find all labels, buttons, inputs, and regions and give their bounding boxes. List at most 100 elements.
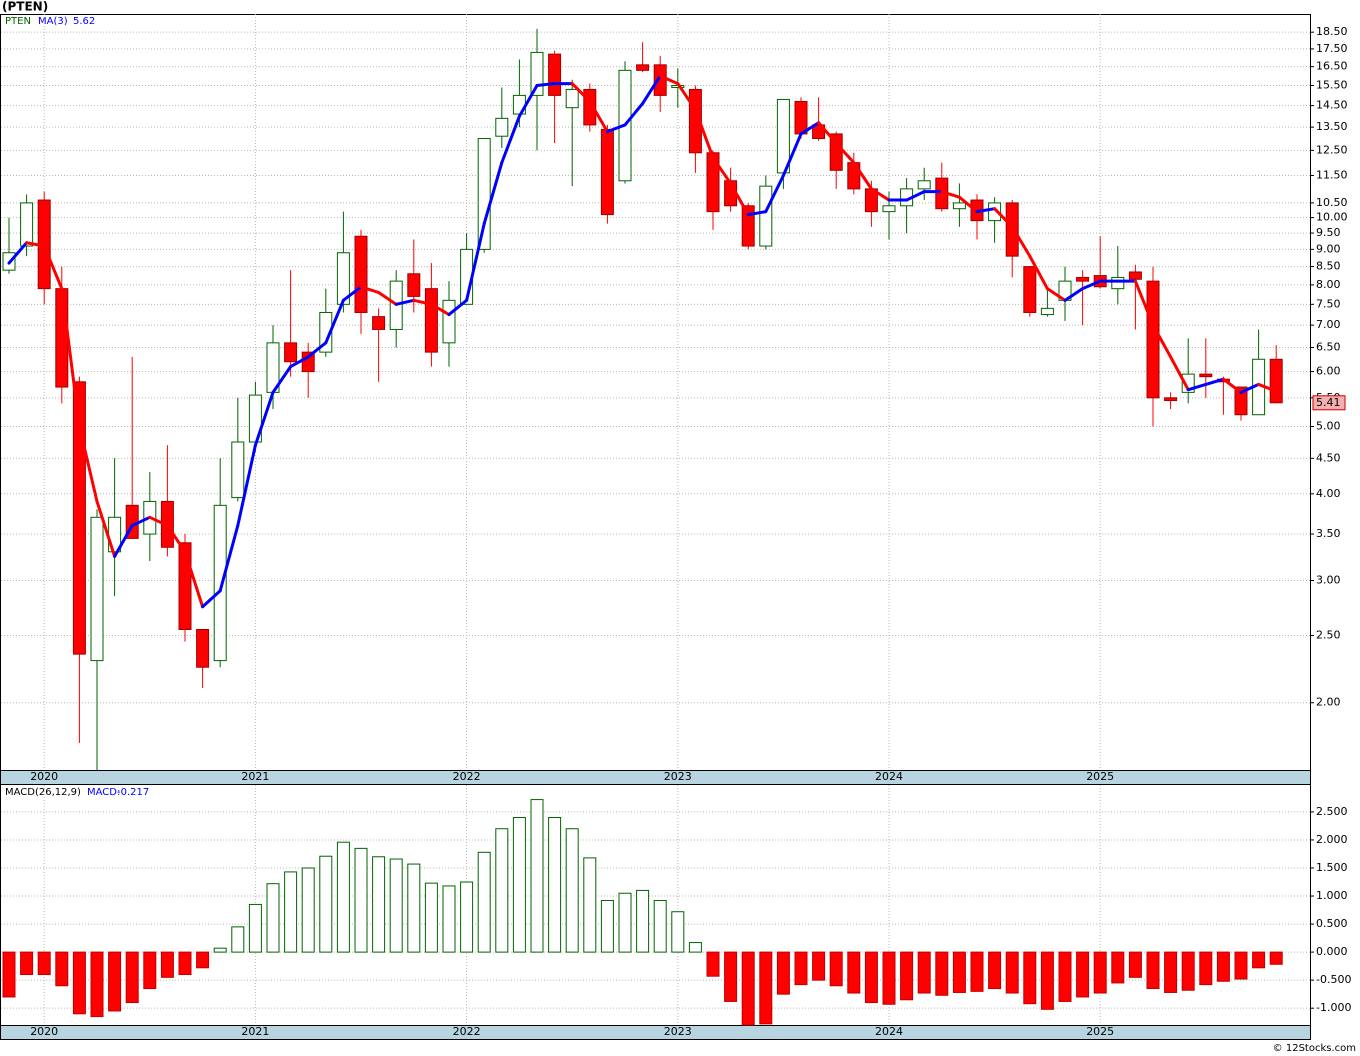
macd-bar <box>671 911 685 953</box>
ma-segment <box>1151 323 1173 359</box>
y-tick-label: 7.50 <box>1316 297 1341 310</box>
macd-bar <box>407 863 421 953</box>
y-tick-label: 9.00 <box>1316 242 1341 255</box>
ma-segment <box>201 589 222 609</box>
ma-segment <box>1257 382 1278 393</box>
macd-bar <box>1023 951 1037 1005</box>
candle-body <box>1128 271 1142 280</box>
macd-bar <box>196 951 210 969</box>
candle-body <box>1199 373 1213 378</box>
macd-bar <box>460 881 474 953</box>
ma-segment <box>799 121 821 136</box>
macd-bar <box>706 951 720 977</box>
ma-segment <box>1204 377 1225 386</box>
y-tick-label: 4.50 <box>1316 451 1341 464</box>
candle-body <box>354 235 368 313</box>
macd-bar <box>284 871 298 953</box>
ma-segment <box>447 298 469 317</box>
macd-bar <box>952 951 966 993</box>
candle-body <box>565 88 579 109</box>
y-tick-label: 6.50 <box>1316 340 1341 353</box>
y-tick-label: 3.50 <box>1316 527 1341 540</box>
ma-segment <box>148 515 169 528</box>
macd-bar <box>354 847 368 953</box>
macd-bar <box>213 947 227 953</box>
macd-bar <box>794 951 808 986</box>
ma-segment <box>482 161 504 226</box>
macd-bar <box>336 841 350 953</box>
x-tick-label: 2020 <box>30 770 58 783</box>
macd-bar <box>1252 951 1266 969</box>
macd-bar <box>1164 951 1178 993</box>
y-tick-label: 2.500 <box>1316 805 1348 818</box>
macd-bar <box>812 951 826 981</box>
candle-body <box>1269 358 1283 404</box>
ma-segment <box>711 156 733 185</box>
macd-bar <box>2 951 16 998</box>
y-tick-label: 0.500 <box>1316 917 1348 930</box>
ma-segment <box>253 390 275 447</box>
macd-bar <box>1216 951 1230 982</box>
ma-segment <box>1081 279 1102 291</box>
ma-segment <box>535 82 557 88</box>
candle-body <box>231 441 245 499</box>
y-tick-label: 16.50 <box>1316 60 1348 73</box>
candle-body <box>1076 276 1090 282</box>
footer: © 12Stocks.com <box>1273 1043 1356 1054</box>
macd-name: MACD: <box>87 787 120 798</box>
ma-segment <box>306 341 328 359</box>
macd-bar <box>301 867 315 953</box>
macd-bar <box>653 900 667 953</box>
macd-bar <box>55 951 69 987</box>
y-tick-label: 11.50 <box>1316 168 1348 181</box>
ma-segment <box>852 161 873 191</box>
ma-segment <box>289 355 310 369</box>
candle-body <box>829 133 843 171</box>
candle-body <box>284 342 298 363</box>
y-tick-label: 14.50 <box>1316 99 1348 112</box>
ma-segment <box>1169 355 1190 392</box>
macd-bar <box>1128 951 1142 978</box>
macd-bar <box>72 951 86 1015</box>
macd-bar <box>864 951 878 1004</box>
candle-body <box>495 117 509 137</box>
ma-segment <box>130 515 152 528</box>
ma-segment <box>359 285 381 295</box>
macd-bar <box>724 951 738 1002</box>
ma-label: MA(3) <box>38 16 68 27</box>
x-tick-label: 2022 <box>453 770 481 783</box>
x-tick-label: 2021 <box>241 1025 269 1038</box>
y-tick-label: 1.500 <box>1316 861 1348 874</box>
ma-segment <box>25 241 46 248</box>
candle-body <box>600 128 614 216</box>
ma-segment <box>746 210 768 217</box>
candle-body <box>1040 307 1054 316</box>
macd-title: MACD(26,12,9) <box>5 787 81 798</box>
candle-body <box>424 288 438 353</box>
ma-segment <box>729 181 750 217</box>
ma-segment <box>394 298 416 306</box>
ma-segment <box>869 187 891 202</box>
ma-segment <box>570 82 592 103</box>
macd-bar <box>741 951 755 1026</box>
ma-segment <box>693 108 715 160</box>
ma-segment <box>7 241 29 265</box>
ma-segment <box>236 443 257 528</box>
ma-segment <box>1010 225 1032 258</box>
candle-body <box>1023 266 1037 313</box>
ma-segment <box>429 302 451 317</box>
macd-bar <box>530 799 544 953</box>
macd-value: -0.217 <box>117 787 149 798</box>
macd-bar <box>512 817 526 953</box>
y-tick-label: 17.50 <box>1316 42 1348 55</box>
candle-body <box>90 516 104 662</box>
macd-bar <box>143 951 157 990</box>
macd-bar <box>600 900 614 953</box>
macd-bar <box>583 857 597 953</box>
candle-body <box>1234 386 1248 416</box>
y-tick-label: 2.00 <box>1316 696 1341 709</box>
ma-segment <box>817 121 838 145</box>
y-tick-label: 10.00 <box>1316 211 1348 224</box>
ma-segment <box>341 285 363 302</box>
